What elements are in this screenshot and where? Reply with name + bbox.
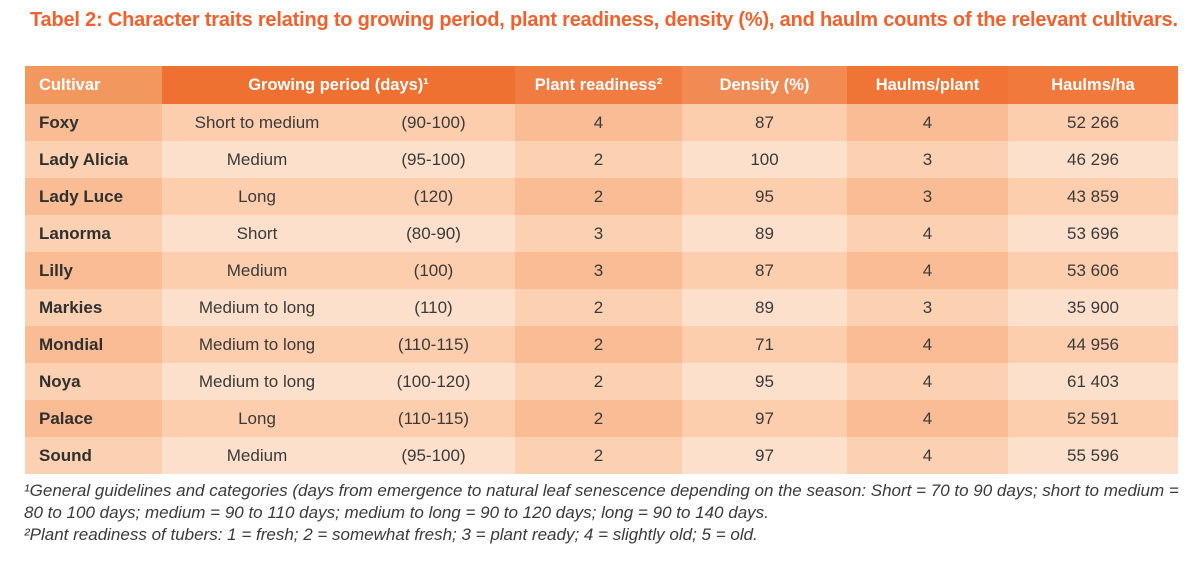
cell-density-pct: 100	[682, 141, 847, 178]
table-row: Lilly Medium (100) 3 87 4 53 606	[25, 252, 1178, 289]
cell-plant-readiness: 2	[515, 437, 682, 474]
cell-growing-period: Medium	[162, 141, 352, 178]
cell-haulms-per-plant: 4	[847, 215, 1008, 252]
cell-haulms-per-plant: 3	[847, 141, 1008, 178]
cell-density-pct: 89	[682, 215, 847, 252]
cell-haulms-per-ha: 43 859	[1008, 178, 1178, 215]
cell-haulms-per-plant: 3	[847, 289, 1008, 326]
column-header-growing-period: Growing period (days)¹	[162, 66, 515, 104]
cell-growing-period-days: (90-100)	[352, 104, 515, 141]
cell-growing-period: Medium	[162, 252, 352, 289]
footnotes: ¹General guidelines and categories (days…	[24, 480, 1180, 546]
cell-plant-readiness: 2	[515, 178, 682, 215]
cell-growing-period-days: (95-100)	[352, 437, 515, 474]
cell-cultivar: Mondial	[25, 326, 162, 363]
cell-plant-readiness: 2	[515, 141, 682, 178]
cell-growing-period-days: (100-120)	[352, 363, 515, 400]
cell-cultivar: Lady Alicia	[25, 141, 162, 178]
cell-density-pct: 97	[682, 400, 847, 437]
column-header-plant-readiness: Plant readiness²	[515, 66, 682, 104]
cell-cultivar: Markies	[25, 289, 162, 326]
table-row: Markies Medium to long (110) 2 89 3 35 900	[25, 289, 1178, 326]
table-row: Lady Luce Long (120) 2 95 3 43 859	[25, 178, 1178, 215]
table-row: Mondial Medium to long (110-115) 2 71 4 44 956	[25, 326, 1178, 363]
cell-density-pct: 95	[682, 363, 847, 400]
cell-haulms-per-plant: 4	[847, 104, 1008, 141]
cell-growing-period-days: (100)	[352, 252, 515, 289]
cell-growing-period-days: (120)	[352, 178, 515, 215]
cell-growing-period-days: (110)	[352, 289, 515, 326]
cell-haulms-per-plant: 4	[847, 437, 1008, 474]
cell-haulms-per-ha: 52 266	[1008, 104, 1178, 141]
cell-density-pct: 71	[682, 326, 847, 363]
cell-plant-readiness: 4	[515, 104, 682, 141]
cell-haulms-per-plant: 4	[847, 400, 1008, 437]
cell-plant-readiness: 2	[515, 289, 682, 326]
column-header-density: Density (%)	[682, 66, 847, 104]
table-row: Noya Medium to long (100-120) 2 95 4 61 403	[25, 363, 1178, 400]
cell-density-pct: 89	[682, 289, 847, 326]
cell-density-pct: 87	[682, 252, 847, 289]
cell-haulms-per-ha: 53 696	[1008, 215, 1178, 252]
cell-cultivar: Palace	[25, 400, 162, 437]
cell-haulms-per-ha: 44 956	[1008, 326, 1178, 363]
cell-plant-readiness: 2	[515, 363, 682, 400]
table-header-row: Cultivar Growing period (days)¹ Plant re…	[25, 66, 1178, 104]
cell-density-pct: 95	[682, 178, 847, 215]
footnote-growing-period: ¹General guidelines and categories (days…	[24, 481, 1179, 522]
cell-plant-readiness: 2	[515, 326, 682, 363]
cell-cultivar: Noya	[25, 363, 162, 400]
cell-growing-period: Short	[162, 215, 352, 252]
cell-density-pct: 87	[682, 104, 847, 141]
column-header-haulms-ha: Haulms/ha	[1008, 66, 1178, 104]
cell-cultivar: Lady Luce	[25, 178, 162, 215]
cell-growing-period: Long	[162, 400, 352, 437]
cell-density-pct: 97	[682, 437, 847, 474]
column-header-cultivar: Cultivar	[25, 66, 162, 104]
cell-growing-period-days: (110-115)	[352, 400, 515, 437]
table-body: Foxy Short to medium (90-100) 4 87 4 52 266 Lad…	[25, 104, 1178, 474]
cell-cultivar: Lanorma	[25, 215, 162, 252]
cell-growing-period: Medium to long	[162, 289, 352, 326]
cell-cultivar: Sound	[25, 437, 162, 474]
table-row: Palace Long (110-115) 2 97 4 52 591	[25, 400, 1178, 437]
footnote-plant-readiness: ²Plant readiness of tubers: 1 = fresh; 2…	[24, 525, 758, 544]
table-row: Lady Alicia Medium (95-100) 2 100 3 46 296	[25, 141, 1178, 178]
cell-plant-readiness: 2	[515, 400, 682, 437]
data-table: Cultivar Growing period (days)¹ Plant re…	[25, 66, 1178, 474]
cell-cultivar: Foxy	[25, 104, 162, 141]
table-row: Lanorma Short (80-90) 3 89 4 53 696	[25, 215, 1178, 252]
cell-growing-period: Medium	[162, 437, 352, 474]
table-row: Sound Medium (95-100) 2 97 4 55 596	[25, 437, 1178, 474]
cell-growing-period: Medium to long	[162, 363, 352, 400]
cell-haulms-per-ha: 53 606	[1008, 252, 1178, 289]
cell-haulms-per-ha: 46 296	[1008, 141, 1178, 178]
cell-growing-period: Medium to long	[162, 326, 352, 363]
cell-haulms-per-plant: 4	[847, 326, 1008, 363]
cell-plant-readiness: 3	[515, 252, 682, 289]
cell-growing-period-days: (95-100)	[352, 141, 515, 178]
cell-growing-period-days: (80-90)	[352, 215, 515, 252]
table-caption: Tabel 2: Character traits relating to gr…	[30, 9, 1178, 31]
cell-haulms-per-plant: 3	[847, 178, 1008, 215]
cell-cultivar: Lilly	[25, 252, 162, 289]
cell-haulms-per-ha: 61 403	[1008, 363, 1178, 400]
cell-haulms-per-plant: 4	[847, 363, 1008, 400]
cell-haulms-per-ha: 52 591	[1008, 400, 1178, 437]
cell-plant-readiness: 3	[515, 215, 682, 252]
cell-growing-period-days: (110-115)	[352, 326, 515, 363]
cell-growing-period: Long	[162, 178, 352, 215]
cell-haulms-per-ha: 55 596	[1008, 437, 1178, 474]
cell-haulms-per-plant: 4	[847, 252, 1008, 289]
cell-haulms-per-ha: 35 900	[1008, 289, 1178, 326]
table-row: Foxy Short to medium (90-100) 4 87 4 52 266	[25, 104, 1178, 141]
cell-growing-period: Short to medium	[162, 104, 352, 141]
column-header-haulms-plant: Haulms/plant	[847, 66, 1008, 104]
